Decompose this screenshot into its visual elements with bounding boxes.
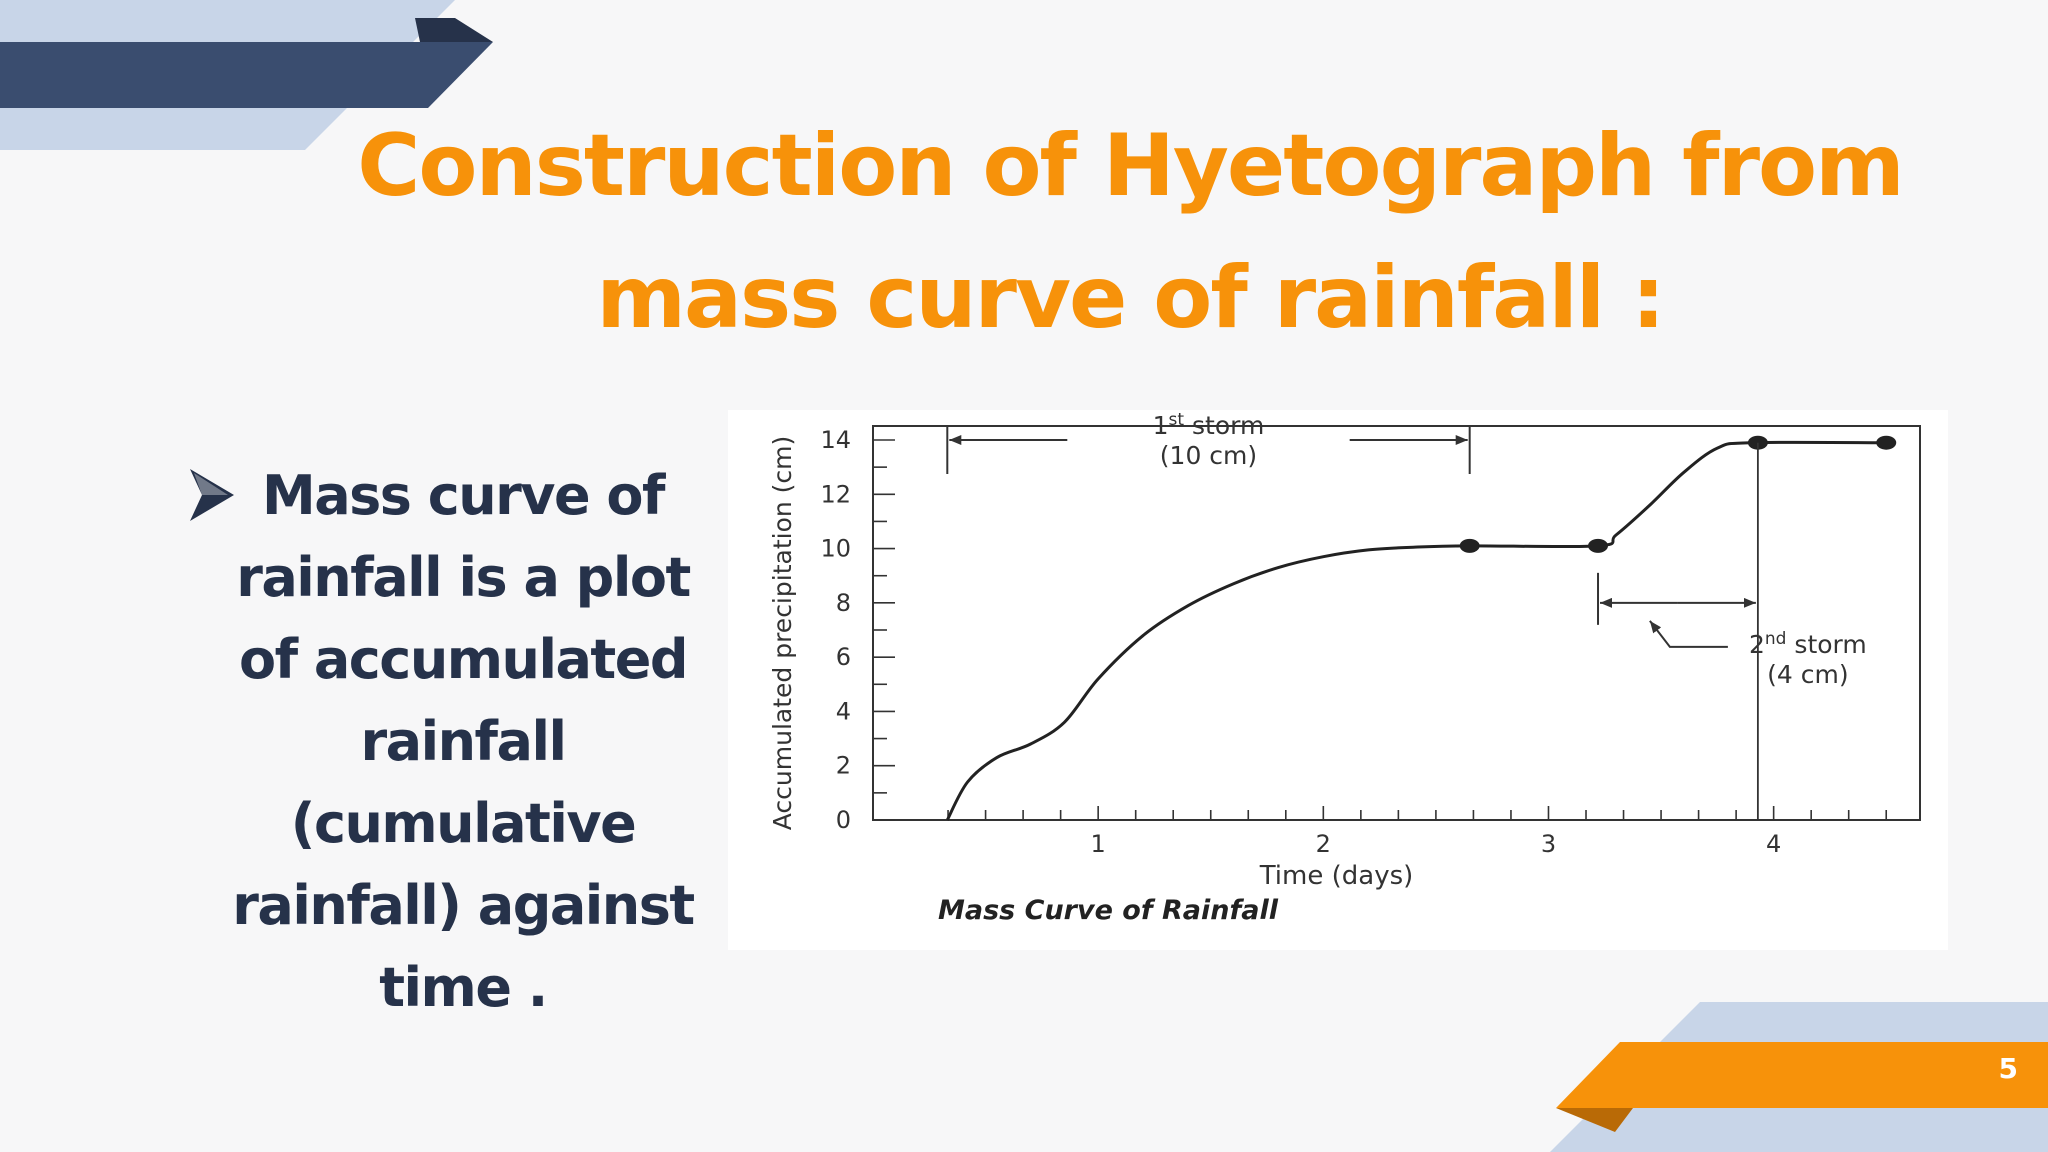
x-tick-label: 2: [1316, 830, 1331, 858]
curve-point-marker: [1876, 435, 1897, 450]
y-tick-label: 2: [836, 752, 851, 780]
page-number: 5: [1998, 1052, 2018, 1085]
x-tick-label: 3: [1541, 830, 1556, 858]
storm-2-pointer-arrow: [1649, 620, 1728, 648]
x-axis-label: Time (days): [1259, 861, 1414, 891]
top-dark-notch: [415, 18, 493, 42]
y-tick-label: 4: [836, 697, 851, 725]
y-tick-label: 12: [820, 480, 851, 508]
storm-1-label: 1st storm(10 cm): [1153, 410, 1265, 470]
y-tick-label: 14: [820, 426, 851, 454]
storm-1-label-line-2: (10 cm): [1160, 441, 1257, 470]
storm-2-label-line-1: 2nd storm: [1749, 629, 1867, 659]
plot-frame: [872, 425, 1921, 821]
bottom-orange-band: [1556, 1042, 2048, 1108]
mass-curve-chart: 0 2 4 6 8 10 12 14 1 2 3 4 Time (days) Accumulated pr…: [728, 410, 1948, 950]
mass-curve-line: [945, 440, 1887, 821]
y-tick-label: 8: [836, 589, 851, 617]
top-navy-band: [0, 42, 493, 108]
y-tick-label: 0: [836, 806, 851, 834]
storm-2-label: 2nd storm(4 cm): [1749, 629, 1867, 689]
bottom-dark-notch: [1556, 1108, 1633, 1132]
arrowhead-bullet-icon: [190, 469, 234, 521]
bullet-text: Mass curve of rainfall is a plot of accu…: [232, 464, 695, 1019]
bullet-point: Mass curve of rainfall is a plot of accu…: [178, 455, 698, 1029]
curve-point-marker: [1459, 538, 1480, 553]
slide-title: Construction of Hyetograph from mass cur…: [330, 100, 1930, 364]
slide-title-line-1: Construction of Hyetograph from: [357, 116, 1904, 216]
storm-1-label-line-1: 1st storm: [1153, 410, 1265, 440]
y-axis-label: Accumulated precipitation (cm): [768, 436, 797, 831]
y-tick-label: 10: [820, 535, 851, 563]
y-tick-label: 6: [836, 643, 851, 671]
storm-2-label-line-2: (4 cm): [1767, 660, 1848, 689]
x-tick-label: 1: [1091, 830, 1106, 858]
chart-caption: Mass Curve of Rainfall: [938, 895, 1278, 926]
slide-title-line-2: mass curve of rainfall :: [596, 248, 1665, 348]
x-tick-label: 4: [1766, 830, 1781, 858]
curve-point-marker: [1588, 538, 1609, 553]
